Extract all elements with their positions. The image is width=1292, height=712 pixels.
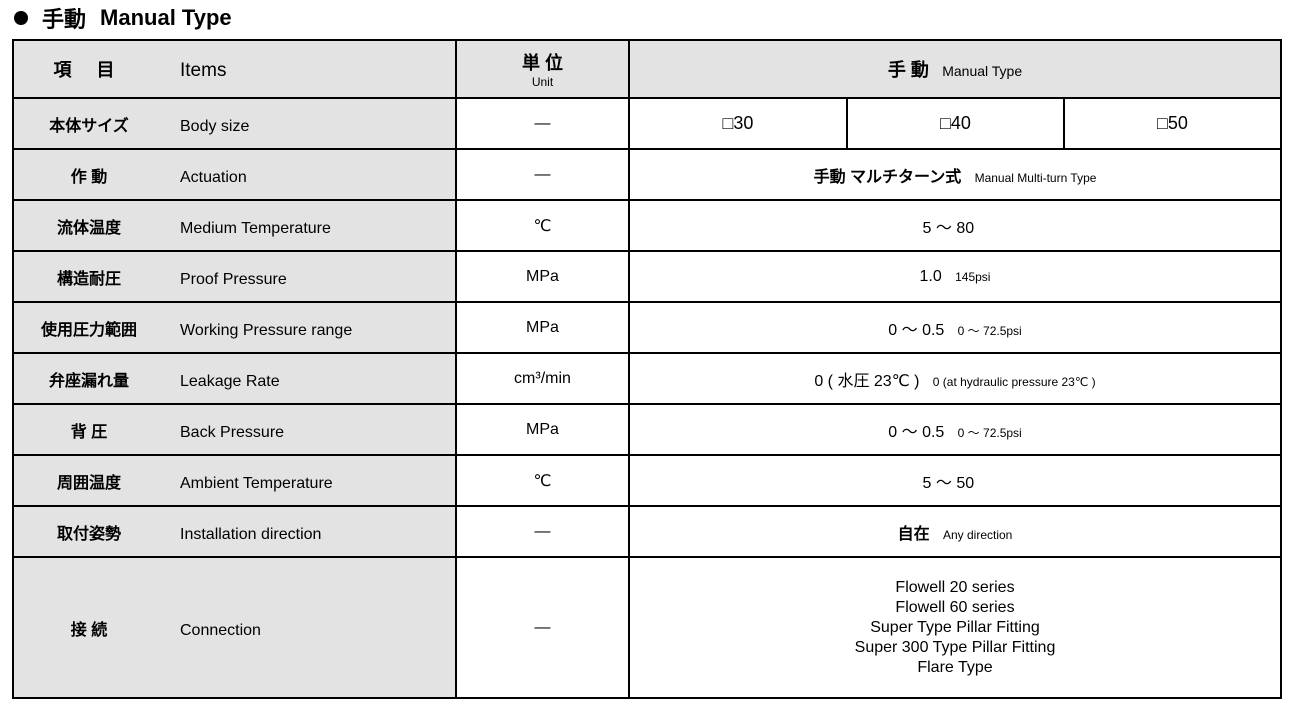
value-cell: 0 ～ 0.5 0 ～ 72.5psi [628, 403, 1282, 456]
item-jp: 本体サイズ [49, 117, 129, 135]
item-jp: 流体温度 [56, 219, 121, 237]
value-cell: 5 ～ 50 [628, 454, 1282, 507]
header-items: 項 目 Items [12, 39, 457, 99]
connection-line: Super 300 Type Pillar Fitting [854, 638, 1056, 656]
value-sub: 0 (at hydraulic pressure 23℃ ) [932, 374, 1096, 389]
value-main: 1.0 [919, 267, 942, 285]
item-jp: 背 圧 [70, 423, 108, 441]
item-en: Proof Pressure [180, 270, 287, 288]
table-row: 周囲温度 Ambient Temperature ℃ 5 ～ 50 [12, 454, 1282, 507]
connection-line: Flare Type [917, 658, 993, 676]
item-jp: 使用圧力範囲 [40, 321, 137, 339]
value-cell: 1.0 145psi [628, 250, 1282, 303]
value-main: 0 ( 水圧 23℃ ) [814, 372, 920, 390]
size-50: □50 [1063, 97, 1282, 150]
item-en: Back Pressure [180, 423, 285, 441]
unit-cell: MPa [455, 403, 630, 456]
unit-cell: — [455, 505, 630, 558]
item-en: Actuation [180, 168, 247, 186]
unit-cell: ℃ [455, 454, 630, 507]
value-sub: 145psi [955, 269, 991, 284]
header-unit-en: Unit [531, 75, 554, 89]
item-jp: 作 動 [70, 168, 108, 186]
table-row: 接 続 Connection — Flowell 20 series Flowell 6… [12, 556, 1282, 699]
item-en: Connection [180, 621, 261, 639]
header-items-jp: 項 目 [53, 60, 125, 80]
header-type-en: Manual Type [942, 63, 1023, 79]
title-jp: 手動 [42, 7, 87, 32]
header-items-en: Items [180, 60, 227, 81]
size-30: □30 [628, 97, 848, 150]
header-type-jp: 手 動 [887, 60, 929, 80]
value-cell: 0 ( 水圧 23℃ ) 0 (at hydraulic pressure 23… [628, 352, 1282, 405]
unit-cell: MPa [455, 301, 630, 354]
item-cell: 周囲温度 Ambient Temperature [12, 454, 457, 507]
value-cell: 手動 マルチターン式 Manual Multi-turn Type [628, 148, 1282, 201]
connection-line: Flowell 60 series [895, 598, 1015, 616]
unit-cell: cm³/min [455, 352, 630, 405]
table-row: 取付姿勢 Installation direction — 自在 Any direct… [12, 505, 1282, 558]
value-cell: 0 ～ 0.5 0 ～ 72.5psi [628, 301, 1282, 354]
item-cell: 接 続 Connection [12, 556, 457, 699]
header-type: 手 動 Manual Type [628, 39, 1282, 99]
connection-line: Super Type Pillar Fitting [870, 618, 1040, 636]
item-en: Medium Temperature [180, 219, 331, 237]
item-en: Ambient Temperature [180, 474, 333, 492]
table-row: 流体温度 Medium Temperature ℃ 5 ～ 80 [12, 199, 1282, 252]
value-main: 5 ～ 80 [922, 219, 975, 237]
unit-cell: ℃ [455, 199, 630, 252]
table-row: 作 動 Actuation — 手動 マルチターン式 Manual Multi-tur… [12, 148, 1282, 201]
item-cell: 構造耐圧 Proof Pressure [12, 250, 457, 303]
connection-line: Flowell 20 series [895, 578, 1015, 596]
unit-cell: MPa [455, 250, 630, 303]
table-row: 背 圧 Back Pressure MPa 0 ～ 0.5 0 ～ 72.5psi [12, 403, 1282, 456]
value-cell: 5 ～ 80 [628, 199, 1282, 252]
item-cell: 使用圧力範囲 Working Pressure range [12, 301, 457, 354]
value-sub: Manual Multi-turn Type [974, 170, 1097, 185]
spec-table: 項 目 Items 単 位 Unit 手 動 Manual Type 本体サイズ Bo… [12, 39, 1282, 699]
value-sub: 0 ～ 72.5psi [957, 323, 1022, 338]
size-40: □40 [846, 97, 1065, 150]
value-main: 5 ～ 50 [922, 474, 975, 492]
value-sub: 0 ～ 72.5psi [957, 425, 1022, 440]
item-cell: 背 圧 Back Pressure [12, 403, 457, 456]
item-cell: 弁座漏れ量 Leakage Rate [12, 352, 457, 405]
table-row: 弁座漏れ量 Leakage Rate cm³/min 0 ( 水圧 23℃ ) 0 (… [12, 352, 1282, 405]
item-jp: 取付姿勢 [56, 525, 121, 543]
item-cell: 本体サイズ Body size [12, 97, 457, 150]
item-jp: 周囲温度 [56, 474, 121, 492]
table-row: 本体サイズ Body size — □30 □40 □50 [12, 97, 1282, 150]
table-row: 構造耐圧 Proof Pressure MPa 1.0 145psi [12, 250, 1282, 303]
value-sub: Any direction [942, 527, 1013, 542]
header-row: 項 目 Items 単 位 Unit 手 動 Manual Type [12, 39, 1282, 99]
item-en: Body size [180, 117, 250, 135]
bullet-icon [14, 11, 28, 25]
item-jp: 構造耐圧 [56, 270, 121, 288]
value-cell: 自在 Any direction [628, 505, 1282, 558]
item-jp: 弁座漏れ量 [48, 372, 129, 390]
item-en: Installation direction [180, 525, 322, 543]
value-main: 0 ～ 0.5 [888, 321, 945, 339]
section-title: 手動 Manual Type [14, 2, 232, 34]
item-en: Working Pressure range [180, 321, 353, 339]
item-cell: 作 動 Actuation [12, 148, 457, 201]
title-en: Manual Type [100, 5, 232, 30]
value-main: 手動 マルチターン式 [813, 168, 962, 186]
unit-cell: — [455, 97, 630, 150]
unit-cell: — [455, 148, 630, 201]
unit-cell: — [455, 556, 630, 699]
table-row: 使用圧力範囲 Working Pressure range MPa 0 ～ 0.5 0… [12, 301, 1282, 354]
item-en: Leakage Rate [180, 372, 280, 390]
value-cell: Flowell 20 series Flowell 60 series Super … [628, 556, 1282, 699]
item-cell: 取付姿勢 Installation direction [12, 505, 457, 558]
header-unit: 単 位 Unit [455, 39, 630, 99]
value-main: 自在 [897, 525, 930, 543]
value-main: 0 ～ 0.5 [888, 423, 945, 441]
item-jp: 接 続 [70, 621, 108, 639]
header-unit-jp: 単 位 [521, 53, 563, 73]
item-cell: 流体温度 Medium Temperature [12, 199, 457, 252]
